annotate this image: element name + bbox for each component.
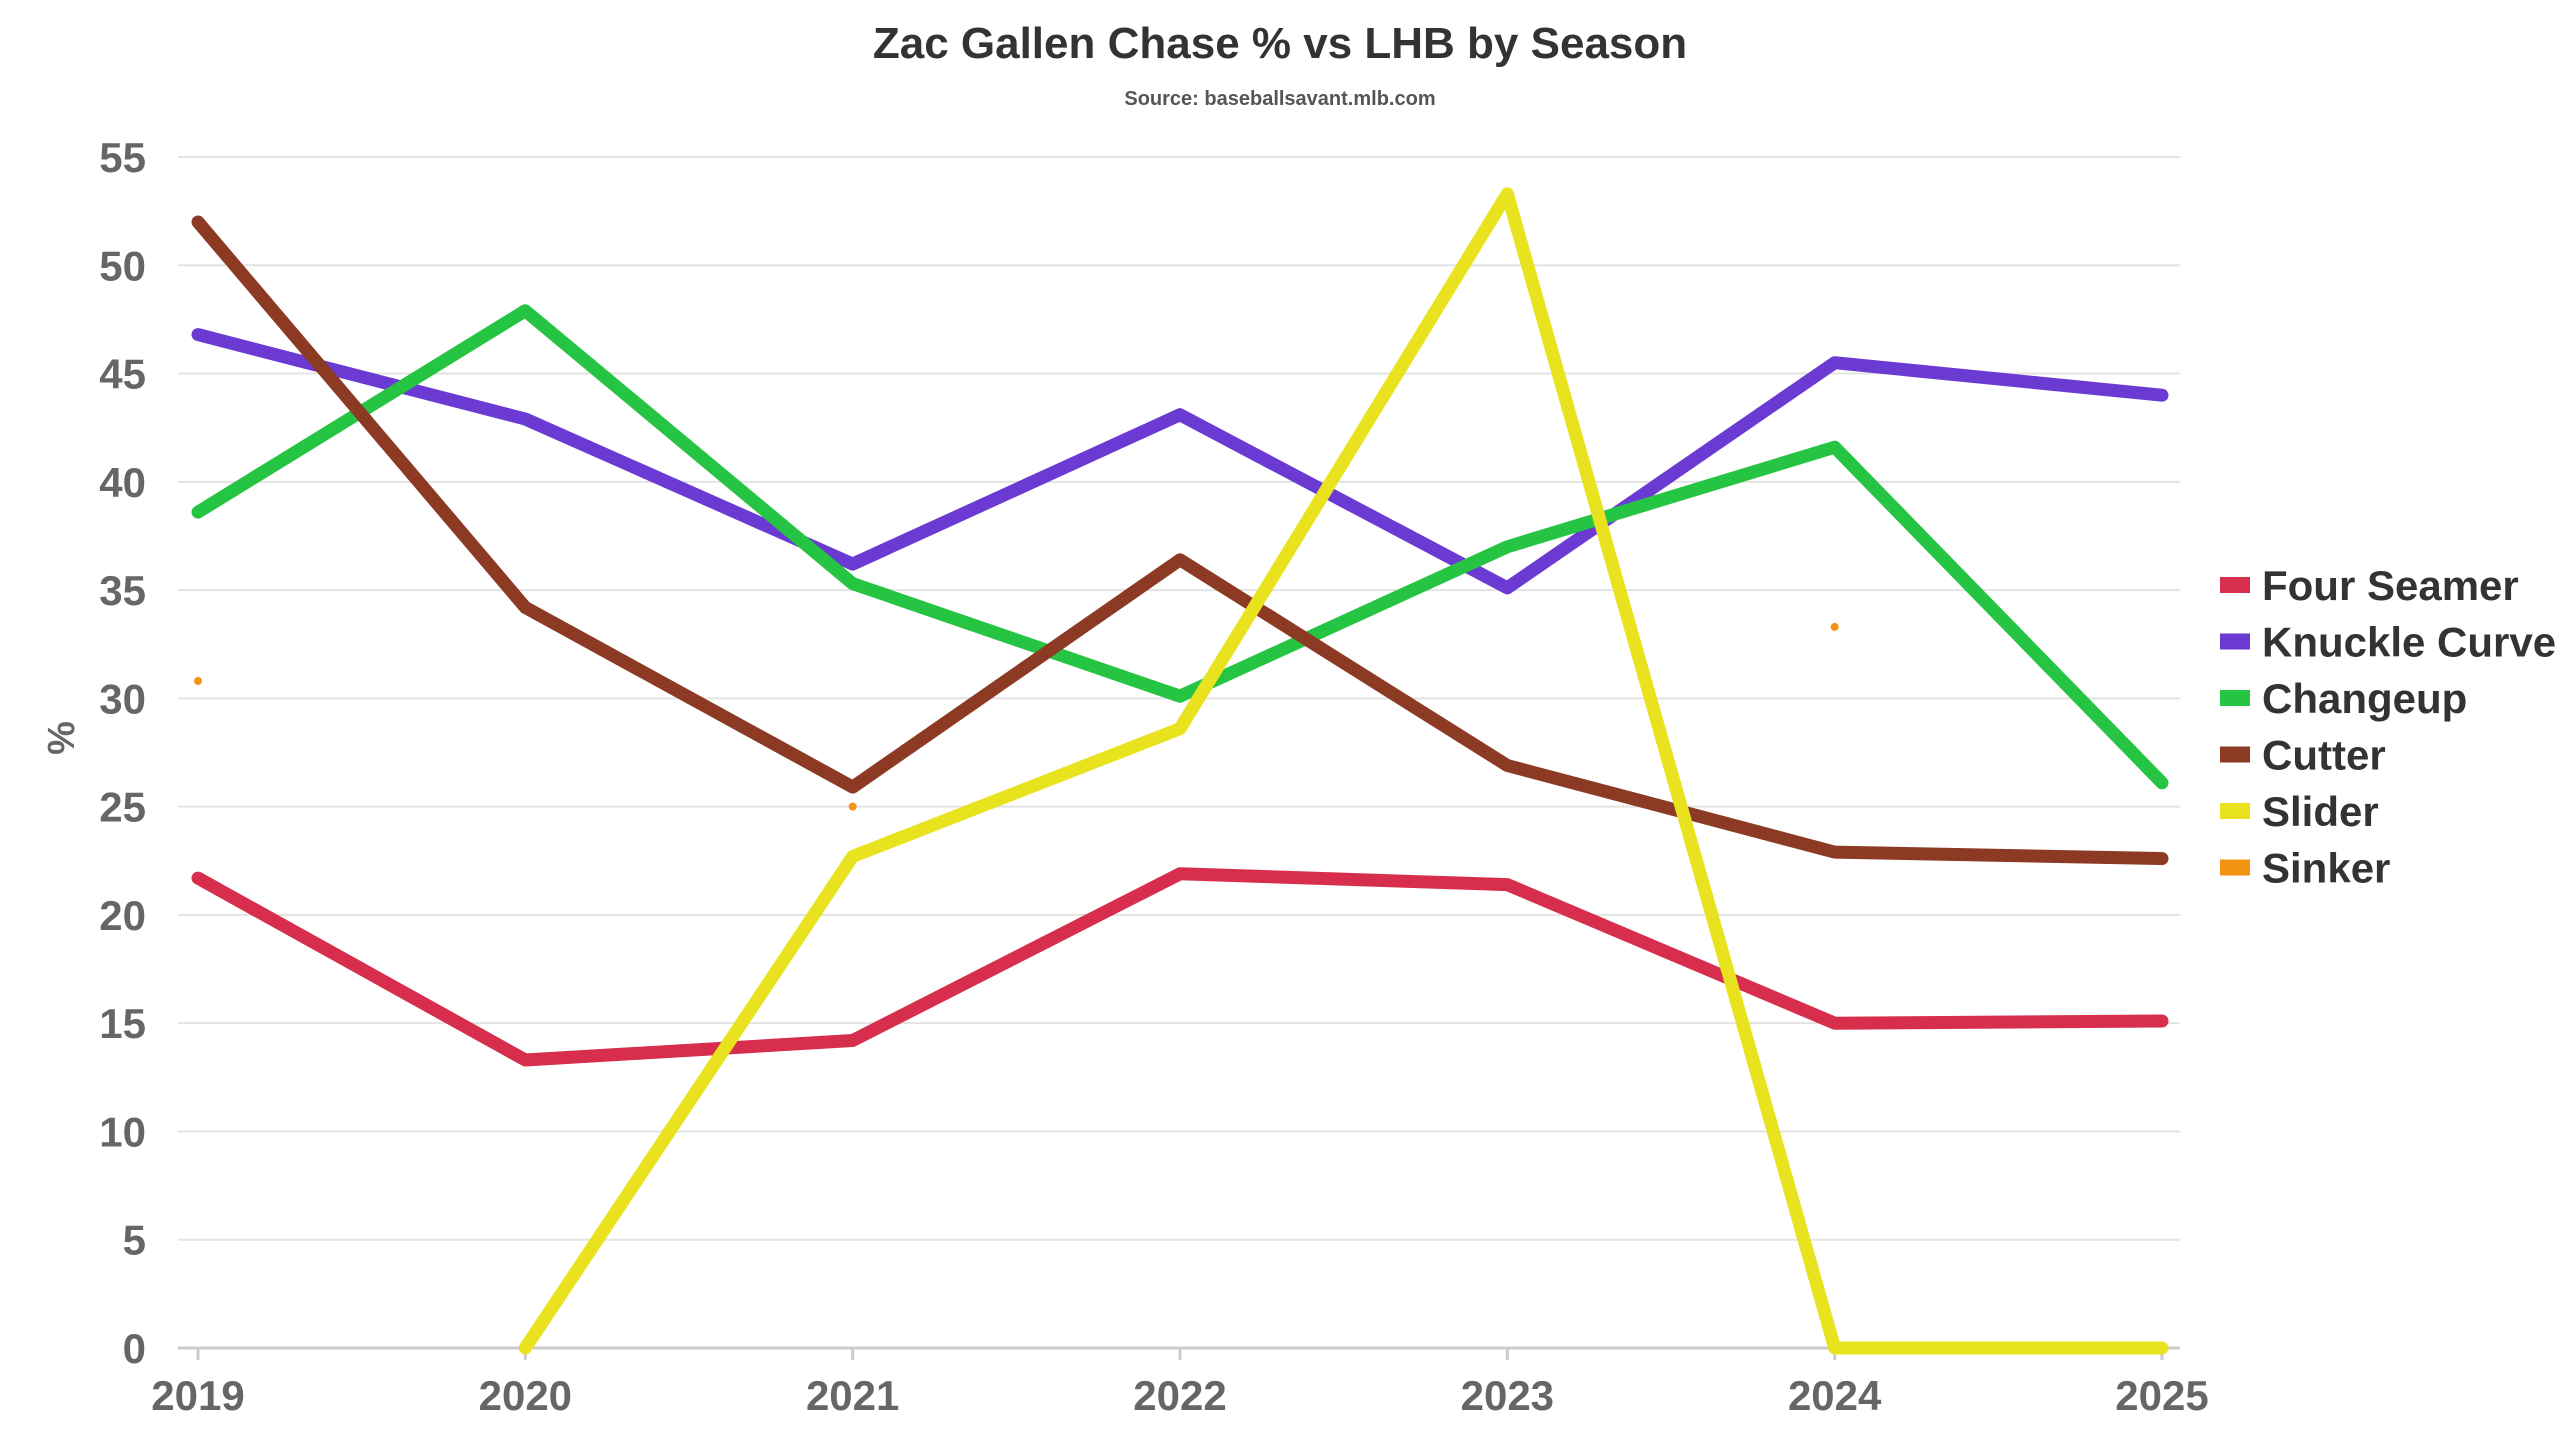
y-tick-label: 45 bbox=[99, 351, 146, 398]
legend-swatch bbox=[2220, 633, 2250, 650]
x-tick-label: 2024 bbox=[1788, 1372, 1882, 1419]
data-point bbox=[1830, 622, 1839, 631]
legend-label: Sinker bbox=[2262, 845, 2390, 892]
series-line bbox=[191, 328, 2169, 595]
legend-item: Slider bbox=[2220, 788, 2379, 835]
legend-swatch bbox=[2220, 803, 2250, 819]
legend-swatch bbox=[2220, 746, 2250, 763]
y-tick-label: 5 bbox=[123, 1217, 146, 1264]
data-point bbox=[848, 802, 857, 811]
legend-swatch bbox=[2220, 690, 2250, 706]
y-tick-label: 30 bbox=[99, 675, 146, 722]
series-lines bbox=[191, 187, 2169, 1355]
y-tick-label: 55 bbox=[99, 134, 146, 181]
x-tick-label: 2022 bbox=[1133, 1372, 1226, 1419]
legend-label: Changeup bbox=[2262, 675, 2467, 722]
y-tick-label: 20 bbox=[99, 892, 146, 939]
y-tick-label: 35 bbox=[99, 567, 146, 614]
legend-swatch bbox=[2220, 859, 2250, 876]
y-tick-label: 25 bbox=[99, 784, 146, 831]
x-tick-label: 2020 bbox=[479, 1372, 572, 1419]
x-tick-label: 2021 bbox=[806, 1372, 899, 1419]
legend-label: Four Seamer bbox=[2262, 562, 2519, 609]
x-tick-label: 2023 bbox=[1461, 1372, 1554, 1419]
legend-label: Knuckle Curve bbox=[2262, 619, 2556, 666]
legend: Four Seamer Knuckle Curve Changeup Cutter Sl… bbox=[2220, 562, 2556, 892]
data-point bbox=[194, 677, 202, 686]
y-tick-label: 10 bbox=[99, 1108, 146, 1155]
series-four-seamer bbox=[191, 867, 2169, 1067]
x-tick-label: 2025 bbox=[2115, 1372, 2208, 1419]
y-axis-title: % bbox=[41, 721, 83, 755]
y-tick-label: 40 bbox=[99, 459, 146, 506]
legend-item: Changeup bbox=[2220, 675, 2467, 722]
y-tick-label: 15 bbox=[99, 1000, 146, 1047]
series-sinker bbox=[194, 622, 1839, 811]
series-knuckle-curve bbox=[191, 328, 2169, 595]
legend-label: Cutter bbox=[2262, 732, 2386, 779]
x-tick-label: 2019 bbox=[151, 1372, 244, 1419]
legend-item: Cutter bbox=[2220, 732, 2386, 779]
series-line bbox=[518, 187, 2169, 1355]
legend-swatch bbox=[2220, 577, 2250, 593]
legend-label: Slider bbox=[2262, 788, 2379, 835]
series-slider bbox=[518, 187, 2169, 1355]
chart-title: Zac Gallen Chase % vs LHB by Season bbox=[873, 19, 1687, 68]
y-tick-label: 0 bbox=[123, 1325, 146, 1372]
legend-item: Knuckle Curve bbox=[2220, 619, 2556, 666]
series-line bbox=[191, 215, 2169, 866]
series-cutter bbox=[191, 215, 2169, 866]
legend-item: Four Seamer bbox=[2220, 562, 2519, 609]
series-line bbox=[191, 304, 2169, 790]
chart-subtitle: Source: baseballsavant.mlb.com bbox=[1124, 88, 1435, 110]
series-changeup bbox=[191, 304, 2169, 790]
y-tick-label: 50 bbox=[99, 242, 146, 289]
legend-item: Sinker bbox=[2220, 845, 2390, 892]
series-line bbox=[191, 867, 2169, 1067]
